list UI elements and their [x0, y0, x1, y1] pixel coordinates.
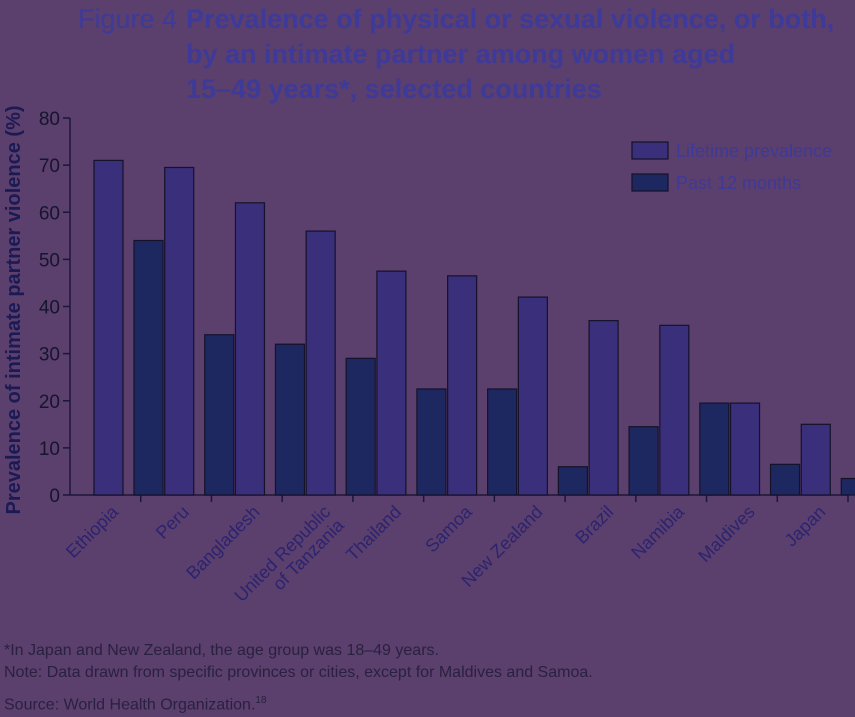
legend-swatch: [631, 141, 669, 160]
category-label: Thailand: [342, 502, 405, 565]
bar-lifetime: [93, 159, 124, 496]
bar-past-12-months: [487, 388, 518, 496]
y-tick-label: 30: [39, 345, 60, 366]
category-label: Brazil: [571, 502, 617, 548]
bar-lifetime: [234, 202, 266, 496]
bar-past-12-months: [133, 239, 164, 496]
bar-lifetime: [588, 320, 619, 496]
bar-lifetime: [447, 275, 478, 496]
bar-past-12-months: [769, 463, 801, 496]
legend: Lifetime prevalence Past 12 months: [631, 141, 832, 193]
category-label-line: Brazil: [571, 502, 617, 548]
category-label: Ethiopia: [62, 501, 123, 562]
legend-label: Lifetime prevalence: [676, 141, 832, 161]
y-tick-label: 0: [49, 486, 60, 507]
source-text: Source: World Health Organization.: [4, 696, 256, 714]
chart-title: Figure 4 Prevalence of physical or sexual…: [78, 2, 848, 107]
bar-past-12-months: [204, 334, 235, 496]
y-tick-label: 70: [39, 156, 60, 177]
legend-swatch: [631, 173, 669, 192]
footnote: *In Japan and New Zealand, the age group…: [4, 642, 439, 659]
category-label: Maldives: [694, 502, 758, 566]
category-label: Japan: [781, 502, 830, 551]
bar-lifetime: [376, 270, 407, 496]
bar-lifetime: [164, 166, 195, 496]
category-label-line: Namibia: [627, 501, 689, 563]
source-note: Source: World Health Organization.18: [4, 690, 844, 716]
data-note: Note: Data drawn from specific provinces…: [4, 664, 593, 681]
category-label-line: Maldives: [694, 502, 758, 566]
y-tick-label: 40: [39, 298, 60, 319]
category-label-line: Peru: [152, 502, 193, 543]
bar-past-12-months: [416, 388, 447, 496]
category-label-line: Samoa: [421, 501, 476, 556]
title-line-1: Prevalence of physical or sexual violenc…: [186, 4, 835, 34]
figure-label: Figure 4: [78, 4, 178, 34]
title-line-3: 15–49 years*, selected countries: [186, 74, 602, 104]
source-reference: 18: [255, 695, 267, 706]
bar-lifetime: [729, 402, 761, 496]
notes: *In Japan and New Zealand, the age group…: [4, 640, 844, 716]
legend-label: Past 12 months: [676, 173, 801, 193]
bar-past-12-months: [699, 402, 730, 496]
category-label: Samoa: [421, 501, 476, 556]
category-label: Peru: [152, 502, 193, 543]
bar-lifetime: [800, 423, 831, 496]
bar-past-12-months: [628, 426, 659, 496]
category-label-line: Japan: [781, 502, 830, 551]
y-axis-label: Prevalence of intimate partner violence …: [3, 105, 25, 514]
bar-past-12-months: [274, 343, 306, 496]
y-tick-label: 80: [39, 109, 60, 130]
bars: [93, 159, 855, 496]
y-tick-label: 20: [39, 392, 60, 413]
title-line-2: by an intimate partner among women aged: [186, 39, 736, 69]
bar-lifetime: [305, 230, 336, 496]
y-tick-label: 10: [39, 439, 60, 460]
y-tick-label: 60: [39, 203, 60, 224]
bar-past-12-months: [557, 466, 588, 496]
category-label-line: Thailand: [342, 502, 405, 565]
y-tick-label: 50: [39, 250, 60, 271]
bar-lifetime: [659, 324, 690, 496]
category-label: Namibia: [627, 501, 689, 563]
category-label-line: Ethiopia: [62, 501, 123, 562]
bar-past-12-months: [840, 477, 855, 496]
bar-past-12-months: [345, 357, 376, 496]
bar-lifetime: [517, 296, 548, 496]
